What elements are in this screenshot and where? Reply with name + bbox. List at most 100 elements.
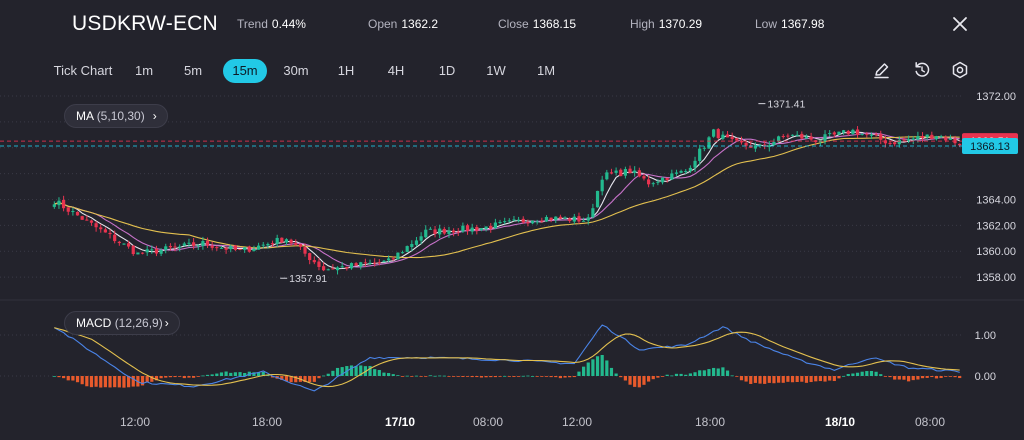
- candle: [173, 246, 177, 248]
- candle: [108, 232, 112, 235]
- macd-histogram-bar: [192, 376, 196, 378]
- macd-histogram-bar: [526, 375, 530, 377]
- candle: [391, 258, 395, 260]
- macd-histogram-bar: [80, 376, 84, 385]
- candle: [465, 225, 470, 231]
- ma-indicator-pill[interactable]: MA (5,10,30) ›: [64, 104, 168, 128]
- tab-1d[interactable]: 1D: [438, 63, 456, 78]
- candle: [382, 260, 386, 263]
- macd-histogram-bar: [99, 376, 103, 388]
- candle: [614, 170, 618, 173]
- candle: [600, 179, 604, 192]
- macd-histogram-bar: [168, 376, 172, 378]
- candle: [233, 245, 237, 250]
- candle: [507, 220, 511, 222]
- candle: [405, 246, 409, 252]
- macd-histogram-bar: [317, 376, 321, 379]
- candle: [623, 169, 627, 176]
- tab-15m[interactable]: 15m: [223, 59, 267, 83]
- candle: [725, 134, 730, 138]
- candle: [549, 217, 553, 221]
- macd-histogram-bar: [763, 376, 767, 384]
- close-icon[interactable]: [950, 14, 970, 34]
- macd-histogram-bar: [210, 374, 214, 376]
- candle: [103, 229, 107, 233]
- macd-histogram-bar: [623, 376, 627, 381]
- macd-histogram-bar: [368, 365, 372, 376]
- ma-indicator-params: (5,10,30): [96, 109, 145, 123]
- candle: [958, 143, 962, 146]
- tab-tick-chart[interactable]: Tick Chart: [53, 63, 113, 78]
- macd-histogram-bar: [400, 376, 405, 377]
- macd-histogram-bar: [312, 376, 316, 382]
- candle: [122, 243, 126, 245]
- macd-histogram-bar: [939, 376, 943, 378]
- tab-30m[interactable]: 30m: [283, 63, 309, 78]
- macd-histogram-bar: [582, 366, 586, 376]
- settings-icon[interactable]: [950, 60, 970, 80]
- tab-5m[interactable]: 5m: [183, 63, 203, 78]
- macd-histogram-bar: [786, 376, 790, 382]
- macd-histogram-bar: [154, 376, 159, 381]
- y-tick-label: 1360.00: [976, 246, 1016, 258]
- candle: [563, 217, 567, 219]
- macd-histogram-bar: [377, 370, 381, 376]
- macd-histogram-bar: [660, 376, 665, 377]
- refresh-icon[interactable]: [912, 60, 932, 80]
- macd-histogram-bar: [465, 376, 470, 377]
- candle: [637, 170, 641, 177]
- candle: [907, 139, 911, 141]
- macd-histogram-bar: [308, 376, 312, 382]
- candle: [948, 138, 952, 140]
- candle: [349, 263, 354, 269]
- macd-histogram-bar: [182, 376, 186, 379]
- macd-histogram-bar: [507, 376, 511, 377]
- macd-histogram-bar: [614, 373, 618, 376]
- macd-histogram-bar: [521, 375, 525, 377]
- macd-histogram-bar: [637, 376, 641, 388]
- candle: [298, 244, 302, 247]
- macd-histogram-bar: [498, 376, 502, 377]
- macd-histogram-bar: [563, 376, 567, 378]
- pencil-icon[interactable]: [872, 60, 892, 80]
- macd-histogram-bar: [739, 376, 744, 381]
- candle: [586, 217, 590, 221]
- macd-histogram-bar: [201, 375, 205, 377]
- candle: [572, 216, 576, 222]
- tab-1m[interactable]: 1m: [134, 63, 154, 78]
- candle: [326, 269, 330, 271]
- macd-histogram-bar: [851, 373, 855, 376]
- macd-histogram-bar: [707, 369, 711, 376]
- candle: [312, 260, 316, 263]
- tab-1h[interactable]: 1H: [337, 63, 355, 78]
- candle: [517, 219, 521, 221]
- macd-histogram-bar: [62, 376, 66, 379]
- candle: [178, 246, 182, 248]
- candle: [503, 221, 507, 223]
- macd-histogram-bar: [438, 375, 442, 377]
- candle: [62, 199, 66, 209]
- tab-1month[interactable]: 1M: [536, 63, 556, 78]
- macd-histogram-bar: [229, 372, 233, 376]
- macd-histogram-bar: [503, 375, 507, 377]
- tab-1w[interactable]: 1W: [486, 63, 506, 78]
- tab-4h[interactable]: 4H: [387, 63, 405, 78]
- candle: [828, 133, 832, 135]
- candle: [739, 141, 744, 143]
- candle: [131, 245, 135, 255]
- candle: [577, 216, 581, 222]
- macd-histogram-bar: [572, 376, 576, 378]
- candle: [210, 245, 214, 248]
- macd-histogram-bar: [735, 376, 739, 377]
- macd-indicator-pill[interactable]: MACD (12,26,9) ›: [64, 311, 180, 335]
- macd-histogram-bar: [178, 376, 182, 377]
- candle: [535, 221, 539, 223]
- candle: [790, 134, 795, 136]
- macd-histogram-bar: [470, 376, 474, 378]
- candle: [303, 247, 307, 254]
- macd-histogram-bar: [549, 376, 553, 378]
- macd-histogram-bar: [684, 374, 688, 376]
- candle: [373, 262, 377, 264]
- candle: [679, 170, 683, 173]
